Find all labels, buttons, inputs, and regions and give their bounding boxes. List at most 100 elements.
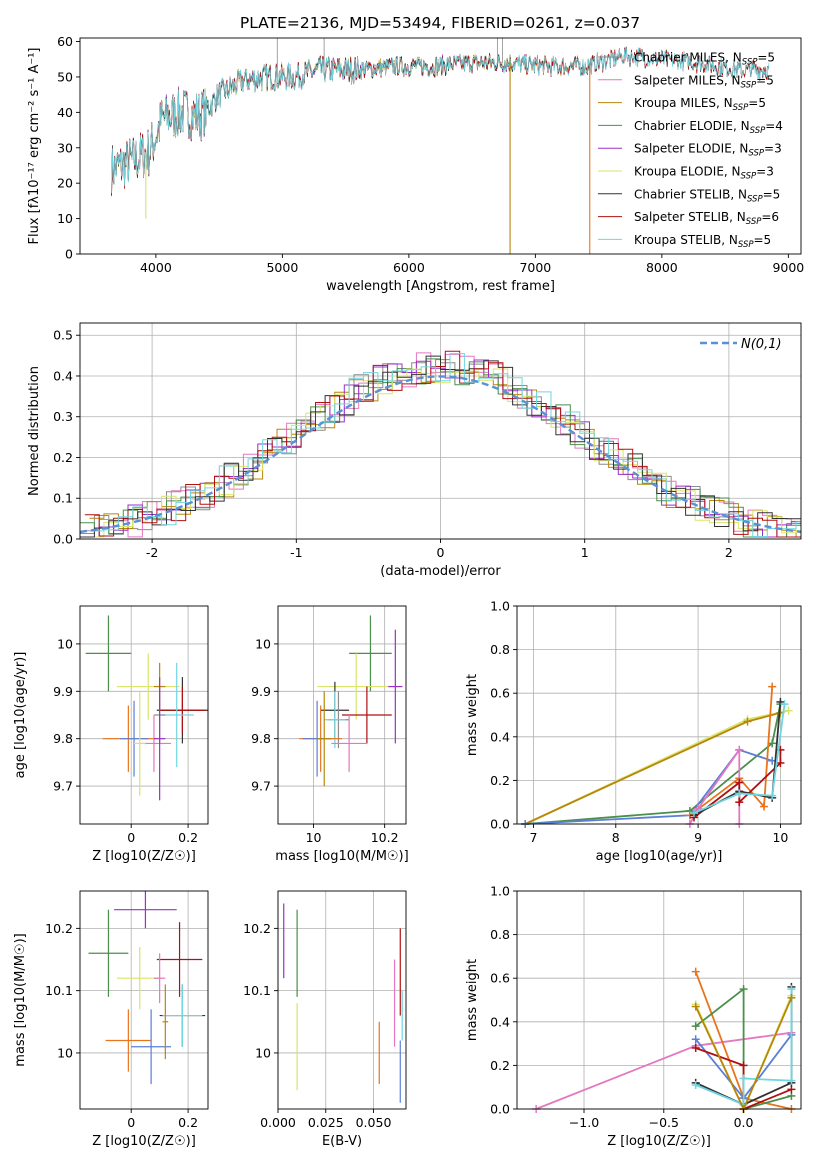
legend-entry: Kroupa STELIB, NSSP=5 — [634, 233, 771, 250]
y-tick-label: 10 — [57, 1045, 73, 1060]
errorbar-point — [342, 686, 392, 744]
y-tick-label: 10.2 — [45, 921, 73, 936]
y-tick-label: 10 — [255, 1045, 271, 1060]
y-tick-label: 0.8 — [490, 927, 510, 942]
weight-marker — [776, 697, 785, 706]
axes-frame — [516, 605, 802, 825]
x-tick-label: 0.0 — [734, 1115, 754, 1130]
x-tick-label: 0 — [437, 545, 445, 560]
x-tick-label: 0.000 — [260, 1115, 296, 1130]
weight_vs_Z-axes: −1.0 −0.5 0.0 0.0 0.2 0.4 0.6 0.8 1.0 Z [log10(Z/… — [465, 884, 802, 1149]
x-tick-label: 1 — [581, 545, 589, 560]
y-tick-label: 0 — [65, 247, 73, 262]
y-tick-label: 0.6 — [490, 686, 510, 701]
legend-entry: Salpeter MILES, NSSP=5 — [634, 73, 774, 90]
axes-frame — [79, 37, 802, 255]
weight-marker — [691, 1081, 700, 1090]
weight-marker — [787, 1076, 796, 1085]
spectrum-axes: 4000 5000 6000 7000 8000 9000 0 10 20 30 40 50 60 wav… — [27, 34, 804, 294]
legend-entry: N(0,1) — [741, 337, 782, 352]
weight-line — [525, 748, 773, 825]
x-tick-label: 7 — [529, 830, 537, 845]
x-tick-label: 2 — [725, 545, 733, 560]
errorbar-point — [153, 677, 166, 801]
errorbar-point — [116, 653, 180, 720]
weight-marker — [768, 739, 777, 748]
legend-entry: Chabrier ELODIE, NSSP=4 — [634, 119, 783, 136]
weight-marker — [735, 798, 744, 807]
axes-frame — [79, 890, 209, 1110]
x-tick-label: 6000 — [393, 260, 425, 275]
weight-marker — [776, 758, 785, 767]
normal-curve — [79, 375, 802, 534]
x-tick-label: 0 — [127, 1115, 135, 1130]
y-axis-label: mass weight — [465, 959, 480, 1041]
y-tick-label: 9.7 — [251, 779, 271, 794]
x-axis-label: Z [log10(Z/Z☉)] — [92, 1134, 196, 1149]
y-axis-label: Flux [fλ10⁻¹⁷ erg cm⁻² s⁻¹ A⁻¹] — [27, 48, 42, 245]
weight-marker — [691, 1035, 700, 1044]
x-tick-label: 9000 — [772, 260, 804, 275]
x-tick-label: 4000 — [140, 260, 172, 275]
weight-marker — [784, 706, 793, 715]
errorbar-point — [324, 691, 346, 749]
weight-marker — [739, 1074, 748, 1083]
y-tick-label: 0.8 — [490, 642, 510, 657]
x-tick-label: 10 — [306, 830, 322, 845]
weight-marker — [735, 789, 744, 798]
y-tick-label: 9.9 — [53, 684, 73, 699]
x-tick-label: 0.2 — [178, 830, 198, 845]
weight-marker — [691, 1002, 700, 1011]
weight-line — [693, 703, 786, 814]
y-axis-label: Normed distribution — [27, 366, 42, 496]
errorbar-point — [131, 1009, 172, 1085]
x-axis-label: Z [log10(Z/Z☉)] — [607, 1134, 711, 1149]
age_vs_Z-axes: 0 0.2 9.7 9.8 9.9 10 Z [log10(Z/Z☉)] age [log10… — [13, 605, 209, 864]
y-tick-label: 9.7 — [53, 779, 73, 794]
y-tick-label: 10 — [255, 636, 271, 651]
y-tick-label: 9.9 — [251, 684, 271, 699]
x-tick-label: 8000 — [646, 260, 678, 275]
legend-entry: Chabrier STELIB, NSSP=5 — [634, 187, 780, 204]
x-axis-label: mass [log10(M/M☉)] — [275, 849, 408, 864]
y-tick-label: 10.1 — [243, 983, 271, 998]
weight_vs_age-plot — [521, 682, 793, 828]
weight-marker — [780, 700, 789, 709]
weight-line — [524, 709, 789, 825]
spectrum-plot — [111, 38, 770, 254]
y-tick-label: 0.0 — [490, 1102, 510, 1117]
errorbar-point — [156, 922, 203, 997]
errorbar-point — [114, 891, 177, 929]
y-axis-label: mass weight — [465, 674, 480, 756]
x-axis-label: E(B-V) — [322, 1134, 362, 1149]
x-tick-label: 10 — [772, 830, 788, 845]
x-tick-label: 9 — [694, 830, 702, 845]
errorbar-point — [85, 615, 132, 692]
figure-title: PLATE=2136, MJD=53494, FIBERID=0261, z=0… — [240, 14, 640, 32]
weight-line — [695, 987, 792, 1111]
x-tick-label: 0.2 — [178, 1115, 198, 1130]
mass_vs_Z-axes: 0 0.2 10 10.1 10.2 Z [log10(Z/Z☉)] mass [log10… — [13, 890, 209, 1149]
y-tick-label: 1.0 — [490, 884, 510, 899]
spectrum-line — [111, 53, 593, 196]
weight-marker — [691, 967, 700, 976]
errorbar-point — [349, 615, 392, 692]
y-tick-label: 9.8 — [53, 731, 73, 746]
y-tick-label: 0.2 — [53, 450, 73, 465]
y-tick-label: 20 — [57, 176, 73, 191]
axes-frame — [277, 605, 407, 825]
x-tick-label: 5000 — [266, 260, 298, 275]
errorbar-point — [159, 686, 206, 734]
legend-entry: Chabrier MILES, NSSP=5 — [634, 51, 775, 68]
axes-frame — [79, 605, 209, 825]
x-tick-label: -2 — [146, 545, 158, 560]
y-tick-label: 0.4 — [53, 368, 73, 383]
residuals-plot — [79, 350, 802, 538]
y-tick-label: 40 — [57, 105, 73, 120]
spectrum-line — [111, 53, 593, 192]
axes-frame — [277, 890, 407, 1110]
y-tick-label: 10 — [57, 636, 73, 651]
mass_vs_ebv-plot — [283, 903, 403, 1103]
y-tick-label: 0.1 — [53, 491, 73, 506]
